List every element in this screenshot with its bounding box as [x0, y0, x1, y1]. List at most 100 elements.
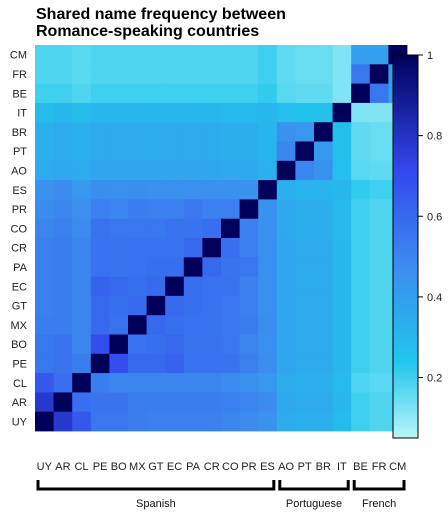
heatmap-cell-CL-PR — [239, 373, 259, 393]
heatmap-cell-PR-PE — [90, 199, 110, 220]
heatmap-cell-CR-PE — [90, 238, 110, 258]
heatmap-cell-PR-PR — [239, 199, 259, 220]
heatmap-cell-UY-GT — [146, 411, 166, 432]
x-tick-label-EC: EC — [167, 461, 182, 473]
colorbar-tick-label: 0.6 — [427, 211, 442, 223]
heatmap-cell-CR-PR — [239, 238, 259, 258]
heatmap-cell-PE-CL — [72, 353, 92, 374]
heatmap-cell-AR-BR — [314, 392, 333, 413]
heatmap-cell-AR-GT — [146, 392, 166, 413]
heatmap-cell-BO-AR — [53, 334, 73, 355]
heatmap-cell-PR-CR — [202, 199, 222, 220]
y-tick-label-PR: PR — [12, 204, 27, 216]
x-tick-label-BR: BR — [316, 461, 331, 473]
heatmap-cell-PE-CR — [202, 353, 222, 374]
heatmap-cell-CO-AO — [276, 218, 296, 239]
heatmap-cell-BE-GT — [146, 83, 166, 104]
x-tick-label-CM: CM — [389, 461, 406, 473]
x-tick-label-UY: UY — [37, 461, 53, 473]
heatmap-cell-FR-PE — [90, 64, 110, 84]
heatmap-cell-BE-AO — [276, 83, 296, 104]
heatmap-cell-PA-BO — [109, 257, 129, 277]
chart-title-line-1: Shared name frequency between — [36, 6, 286, 23]
heatmap-cell-AO-GT — [146, 160, 166, 181]
heatmap-cell-AR-PE — [90, 392, 110, 413]
heatmap-cell-AO-PE — [90, 160, 110, 181]
heatmap-cell-AO-AR — [53, 160, 73, 181]
heatmap-cell-GT-IT — [332, 295, 352, 316]
heatmap-cell-MX-PA — [183, 315, 203, 335]
heatmap-cell-AO-PT — [295, 160, 315, 181]
heatmap-cell-IT-AO — [276, 102, 296, 123]
heatmap-cell-CR-FR — [369, 238, 389, 258]
x-tick-label-FR: FR — [372, 461, 387, 473]
heatmap-cell-CR-EC — [165, 238, 185, 258]
heatmap-cell-GT-ES — [258, 295, 278, 316]
heatmap-cell-CR-IT — [332, 238, 352, 258]
heatmap-cell-FR-MX — [128, 64, 147, 84]
heatmap-cell-AO-EC — [165, 160, 185, 181]
heatmap-cell-UY-AO — [276, 411, 296, 432]
y-tick-label-CR: CR — [11, 243, 27, 255]
heatmap-cell-MX-EC — [165, 315, 185, 335]
heatmap-cell-CM-PE — [90, 45, 110, 65]
heatmap-cell-PE-PR — [239, 353, 259, 374]
y-tick-label-IT: IT — [17, 108, 27, 120]
heatmap-cell-IT-EC — [165, 102, 185, 123]
heatmap-cell-BO-CL — [72, 334, 92, 355]
heatmap-cell-CL-GT — [146, 373, 166, 393]
heatmap-cell-AR-MX — [128, 392, 147, 413]
heatmap-cell-PR-UY — [35, 199, 54, 220]
heatmap-cell-GT-FR — [369, 295, 389, 316]
heatmap-cell-EC-PE — [90, 276, 110, 297]
heatmap-cell-GT-UY — [35, 295, 54, 316]
heatmap-cell-CR-CL — [72, 238, 92, 258]
heatmap-cell-BE-AR — [53, 83, 73, 104]
heatmap-cell-PR-EC — [165, 199, 185, 220]
heatmap-cell-IT-CO — [221, 102, 240, 123]
heatmap-cell-UY-PR — [239, 411, 259, 432]
heatmap-cell-BE-EC — [165, 83, 185, 104]
heatmap-cell-UY-MX — [128, 411, 147, 432]
heatmap-cell-MX-CR — [202, 315, 222, 335]
heatmap-cell-CM-BR — [314, 45, 333, 65]
heatmap-cell-BE-UY — [35, 83, 54, 104]
heatmap-cell-MX-CO — [221, 315, 240, 335]
heatmap-cell-CM-IT — [332, 45, 352, 65]
heatmap-cell-FR-AR — [53, 64, 73, 84]
heatmap-cell-ES-BR — [314, 180, 333, 200]
heatmap-cell-EC-CL — [72, 276, 92, 297]
heatmap-cell-CO-CO — [221, 218, 240, 239]
heatmap-cell-ES-CR — [202, 180, 222, 200]
heatmap-cell-PT-ES — [258, 141, 278, 162]
heatmap-cell-GT-CL — [72, 295, 92, 316]
heatmap-cell-PA-ES — [258, 257, 278, 277]
heatmap-cell-GT-PE — [90, 295, 110, 316]
heatmap-cell-PE-PA — [183, 353, 203, 374]
heatmap-cell-GT-EC — [165, 295, 185, 316]
heatmap-cell-CO-PR — [239, 218, 259, 239]
heatmap-cell-CO-ES — [258, 218, 278, 239]
heatmap-cell-BR-BE — [351, 122, 371, 142]
heatmap-cell-PE-FR — [369, 353, 389, 374]
heatmap-cell-ES-GT — [146, 180, 166, 200]
heatmap-cell-CO-PE — [90, 218, 110, 239]
heatmap-cell-BR-IT — [332, 122, 352, 142]
heatmap-cell-CO-PA — [183, 218, 203, 239]
heatmap-cell-PT-BR — [314, 141, 333, 162]
heatmap-cell-UY-CL — [72, 411, 92, 432]
heatmap-cell-BO-PT — [295, 334, 315, 355]
heatmap-cell-BR-UY — [35, 122, 54, 142]
heatmap-cell-UY-CO — [221, 411, 240, 432]
y-tick-label-AO: AO — [11, 165, 27, 177]
heatmap-cell-CR-ES — [258, 238, 278, 258]
heatmap-cell-FR-PA — [183, 64, 203, 84]
heatmap-cell-PT-AO — [276, 141, 296, 162]
heatmap-cell-CL-BO — [109, 373, 129, 393]
heatmap-cell-IT-FR — [369, 102, 389, 123]
x-tick-label-BO: BO — [111, 461, 127, 473]
heatmap-cell-BE-PT — [295, 83, 315, 104]
heatmap-cell-FR-PR — [239, 64, 259, 84]
heatmap-cell-IT-CL — [72, 102, 92, 123]
heatmap-cell-FR-IT — [332, 64, 352, 84]
